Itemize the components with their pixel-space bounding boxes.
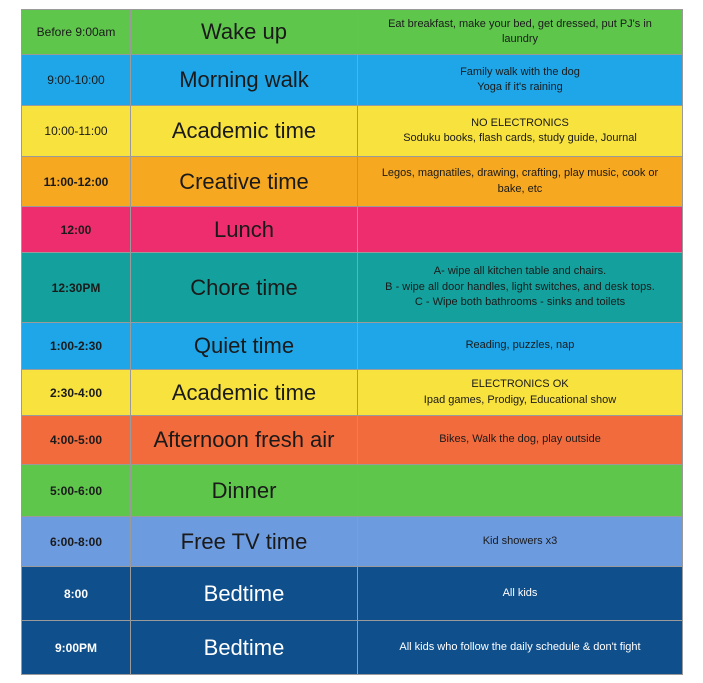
schedule-row: 1:00-2:30 Quiet time Reading, puzzles, nap xyxy=(21,322,683,370)
notes-cell: Eat breakfast, make your bed, get dresse… xyxy=(357,9,683,55)
note-line: Reading, puzzles, nap xyxy=(465,339,575,352)
schedule-row: 5:00-6:00 Dinner xyxy=(21,464,683,517)
note-line: All kids who follow the daily schedule &… xyxy=(399,640,641,653)
time-cell: 10:00-11:00 xyxy=(21,105,131,157)
activity-cell: Academic time xyxy=(130,105,358,157)
note-line: Family walk with the dog xyxy=(460,65,580,78)
note-line: bake, etc xyxy=(497,182,543,195)
activity-cell: Chore time xyxy=(130,252,358,323)
notes-cell: All kids who follow the daily schedule &… xyxy=(357,620,683,675)
time-cell: 6:00-8:00 xyxy=(21,516,131,567)
note-line: C - Wipe both bathrooms - sinks and toil… xyxy=(414,296,626,309)
time-cell: 4:00-5:00 xyxy=(21,415,131,465)
time-cell: 9:00PM xyxy=(21,620,131,675)
note-line: NO ELECTRONICS xyxy=(471,116,569,129)
note-line: A- wipe all kitchen table and chairs. xyxy=(433,265,607,278)
time-cell: 5:00-6:00 xyxy=(21,464,131,517)
note-line: Bikes, Walk the dog, play outside xyxy=(439,433,601,446)
activity-cell: Dinner xyxy=(130,464,358,517)
schedule-row: 8:00 Bedtime All kids xyxy=(21,566,683,621)
activity-cell: Afternoon fresh air xyxy=(130,415,358,465)
daily-schedule-table: Before 9:00am Wake up Eat breakfast, make … xyxy=(21,9,683,675)
schedule-row: 6:00-8:00 Free TV time Kid showers x3 xyxy=(21,516,683,567)
schedule-body: Before 9:00am Wake up Eat breakfast, make … xyxy=(21,9,683,675)
time-cell: 11:00-12:00 xyxy=(21,156,131,207)
activity-cell: Wake up xyxy=(130,9,358,55)
note-line: ELECTRONICS OK xyxy=(471,378,569,391)
schedule-row: 9:00-10:00 Morning walk Family walk with t… xyxy=(21,54,683,106)
activity-cell: Lunch xyxy=(130,206,358,253)
time-cell: 8:00 xyxy=(21,566,131,621)
schedule-row: 9:00PM Bedtime All kids who follow the dai… xyxy=(21,620,683,675)
schedule-row: 10:00-11:00 Academic time NO ELECTRONICS So… xyxy=(21,105,683,157)
activity-cell: Morning walk xyxy=(130,54,358,106)
note-line: Legos, magnatiles, drawing, crafting, pl… xyxy=(381,167,659,180)
note-line: All kids xyxy=(502,586,538,599)
time-cell: Before 9:00am xyxy=(21,9,131,55)
schedule-row: 2:30-4:00 Academic time ELECTRONICS OK Ipad… xyxy=(21,369,683,416)
time-cell: 12:00 xyxy=(21,206,131,253)
time-cell: 1:00-2:30 xyxy=(21,322,131,370)
notes-cell: NO ELECTRONICS Soduku books, flash cards,… xyxy=(357,105,683,157)
activity-cell: Creative time xyxy=(130,156,358,207)
time-cell: 9:00-10:00 xyxy=(21,54,131,106)
activity-cell: Bedtime xyxy=(130,620,358,675)
notes-cell: Legos, magnatiles, drawing, crafting, pl… xyxy=(357,156,683,207)
activity-cell: Bedtime xyxy=(130,566,358,621)
notes-cell: A- wipe all kitchen table and chairs. B -… xyxy=(357,252,683,323)
schedule-row: 12:30PM Chore time A- wipe all kitchen tab… xyxy=(21,252,683,323)
note-line: Yoga if it's raining xyxy=(477,81,563,93)
activity-cell: Free TV time xyxy=(130,516,358,567)
note-line: laundry xyxy=(501,33,539,45)
note-line: Eat breakfast, make your bed, get dresse… xyxy=(388,17,652,30)
notes-cell: All kids xyxy=(357,566,683,621)
notes-cell: ELECTRONICS OK Ipad games, Prodigy, Educa… xyxy=(357,369,683,416)
schedule-row: Before 9:00am Wake up Eat breakfast, make … xyxy=(21,9,683,55)
notes-cell: Family walk with the dog Yoga if it's rai… xyxy=(357,54,683,106)
schedule-row: 4:00-5:00 Afternoon fresh air Bikes, Walk … xyxy=(21,415,683,465)
note-line: Kid showers x3 xyxy=(482,534,558,547)
notes-cell xyxy=(357,464,683,517)
activity-cell: Quiet time xyxy=(130,322,358,370)
note-line: Ipad games, Prodigy, Educational show xyxy=(423,393,617,406)
notes-cell: Reading, puzzles, nap xyxy=(357,322,683,370)
schedule-row: 11:00-12:00 Creative time Legos, magnatile… xyxy=(21,156,683,207)
notes-cell: Kid showers x3 xyxy=(357,516,683,567)
time-cell: 12:30PM xyxy=(21,252,131,323)
schedule-row: 12:00 Lunch xyxy=(21,206,683,253)
note-line: Soduku books, flash cards, study guide, … xyxy=(403,132,637,144)
note-line: B - wipe all door handles, light switche… xyxy=(385,280,655,293)
activity-cell: Academic time xyxy=(130,369,358,416)
time-cell: 2:30-4:00 xyxy=(21,369,131,416)
notes-cell: Bikes, Walk the dog, play outside xyxy=(357,415,683,465)
notes-cell xyxy=(357,206,683,253)
